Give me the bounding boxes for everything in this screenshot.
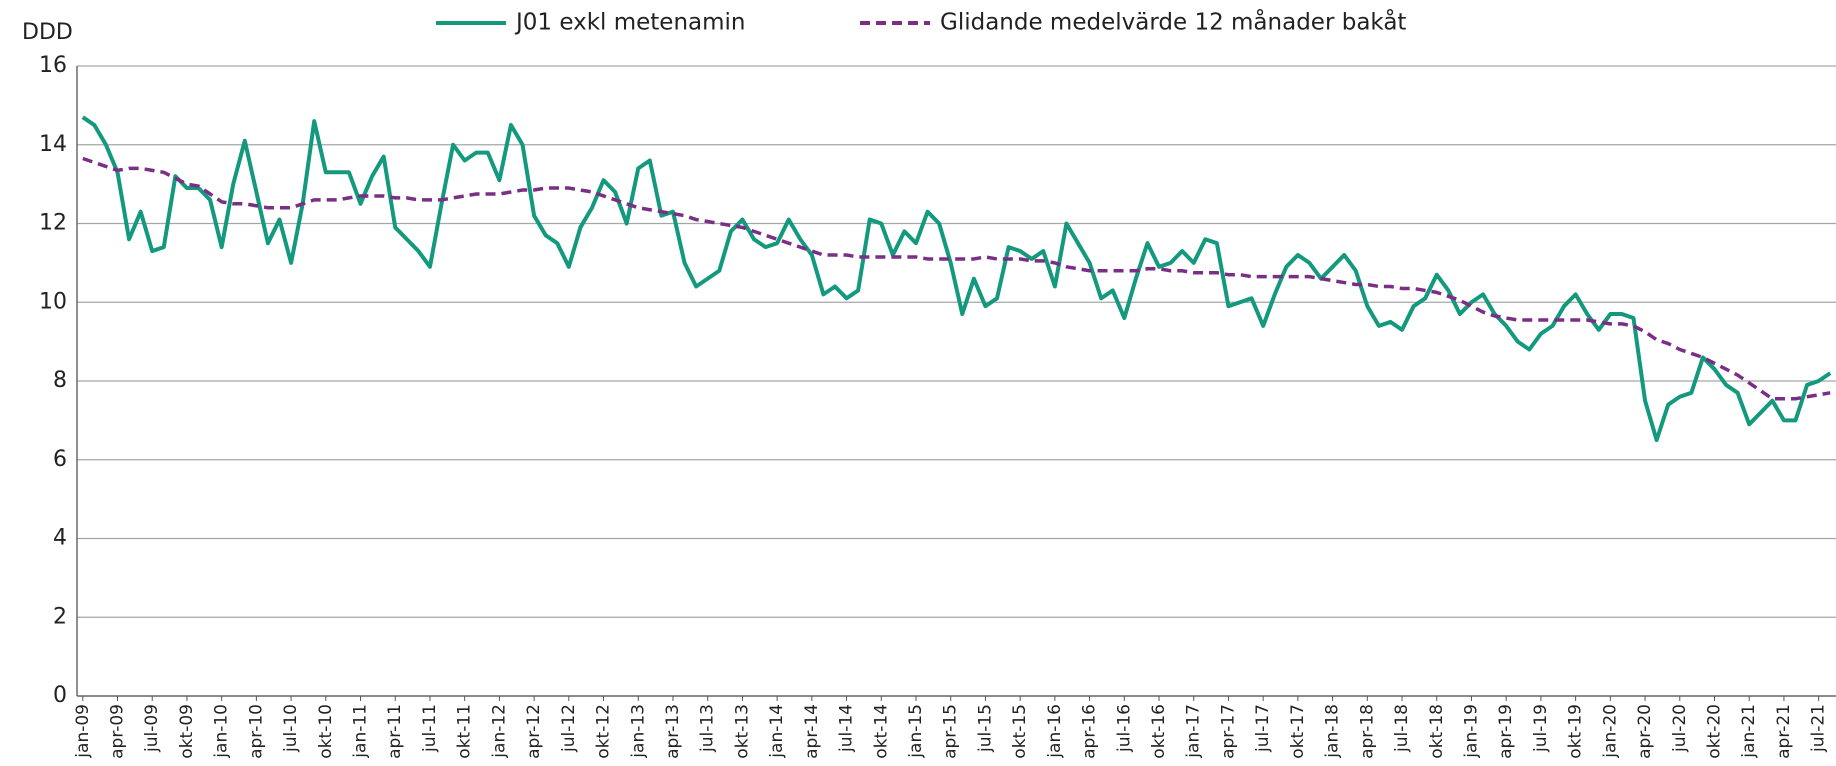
x-tick-label: okt-16 — [1149, 704, 1169, 759]
x-tick-label: jul-14 — [837, 704, 857, 753]
series-line — [82, 156, 1831, 401]
x-tick-label: jul-16 — [1114, 704, 1134, 753]
x-tick-label: apr-09 — [108, 704, 128, 759]
x-tick-label: jan-17 — [1184, 704, 1204, 759]
x-tick-label: jul-21 — [1809, 704, 1829, 753]
x-tick-label: jan-13 — [628, 704, 648, 759]
x-tick-label: okt-15 — [1010, 704, 1030, 759]
x-tick-label: jul-12 — [559, 704, 579, 753]
legend-label: Glidande medelvärde 12 månader bakåt — [940, 8, 1406, 36]
x-tick-label: okt-20 — [1704, 704, 1724, 759]
x-tick-label: jan-14 — [767, 704, 787, 759]
x-tick-label: jan-19 — [1461, 704, 1481, 759]
y-tick-label: 14 — [39, 132, 67, 157]
x-tick-label: okt-17 — [1288, 704, 1308, 759]
x-tick-label: apr-15 — [941, 704, 961, 759]
x-tick-label: jul-19 — [1531, 704, 1551, 753]
y-tick-label: 10 — [39, 289, 67, 314]
legend-label: J01 exkl metenamin — [514, 10, 746, 36]
x-tick-label: okt-18 — [1427, 704, 1447, 759]
x-tick-label: apr-18 — [1357, 704, 1377, 759]
x-tick-label: jan-12 — [489, 704, 509, 759]
x-tick-label: jan-16 — [1045, 704, 1065, 759]
x-tick-label: jan-18 — [1323, 704, 1343, 759]
x-tick-label: okt-13 — [732, 704, 752, 759]
x-tick-label: apr-14 — [802, 704, 822, 759]
x-tick-label: apr-19 — [1496, 704, 1516, 759]
x-tick-label: jul-10 — [281, 704, 301, 753]
x-tick-label: apr-12 — [524, 704, 544, 759]
x-tick-label: okt-14 — [871, 704, 891, 759]
y-tick-label: 0 — [53, 683, 67, 708]
x-tick-label: jul-18 — [1392, 704, 1412, 753]
x-tick-label: jul-11 — [420, 704, 440, 753]
x-tick-label: jul-17 — [1253, 704, 1273, 753]
x-tick-label: jan-21 — [1739, 704, 1759, 759]
y-tick-label: 6 — [53, 447, 67, 472]
x-tick-label: apr-21 — [1774, 704, 1794, 759]
x-tick-label: jan-11 — [351, 704, 371, 759]
x-tick-label: jan-09 — [73, 704, 93, 759]
x-tick-label: jul-15 — [975, 704, 995, 753]
y-tick-label: 12 — [39, 211, 67, 236]
x-tick-label: jul-20 — [1670, 704, 1690, 753]
x-tick-label: okt-19 — [1566, 704, 1586, 759]
x-tick-label: jul-13 — [698, 704, 718, 753]
x-tick-label: jan-15 — [906, 704, 926, 759]
x-tick-label: jul-09 — [142, 704, 162, 753]
x-tick-label: jan-10 — [212, 704, 232, 759]
x-tick-label: apr-16 — [1080, 704, 1100, 759]
x-tick-label: apr-10 — [246, 704, 266, 759]
x-tick-label: apr-11 — [385, 704, 405, 759]
x-tick-label: apr-17 — [1218, 704, 1238, 759]
x-tick-label: okt-12 — [594, 704, 614, 759]
y-axis-label: DDD — [22, 20, 73, 45]
y-tick-label: 4 — [53, 526, 67, 551]
x-tick-label: jan-20 — [1600, 704, 1620, 759]
x-tick-label: okt-10 — [316, 704, 336, 759]
y-tick-label: 2 — [53, 604, 67, 629]
x-tick-label: apr-20 — [1635, 704, 1655, 759]
x-tick-label: okt-11 — [455, 704, 475, 759]
y-tick-label: 8 — [53, 368, 67, 393]
x-tick-label: okt-09 — [177, 704, 197, 759]
series-line — [81, 115, 1832, 443]
x-tick-label: apr-13 — [663, 704, 683, 759]
y-tick-label: 16 — [39, 53, 67, 78]
